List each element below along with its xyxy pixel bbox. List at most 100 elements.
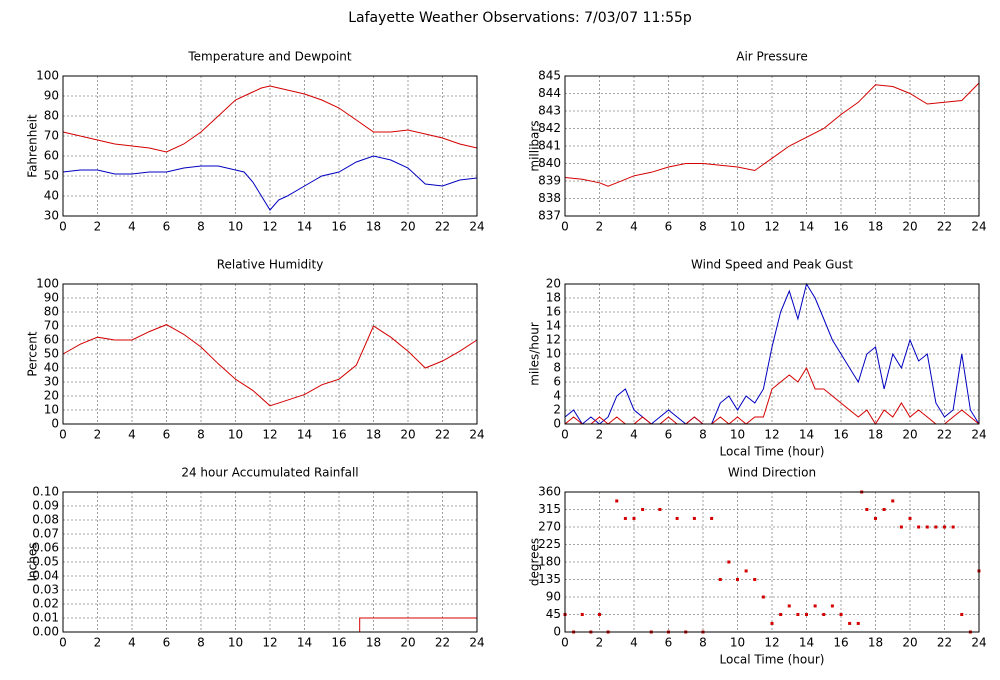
y-tick-label: 60 <box>44 333 59 347</box>
data-point <box>692 516 696 520</box>
data-point <box>632 516 636 520</box>
x-tick-label: 10 <box>730 428 745 442</box>
panel-title: Temperature and Dewpoint <box>187 50 352 64</box>
data-point <box>744 569 748 573</box>
x-tick-label: 20 <box>902 220 917 234</box>
x-tick-label: 22 <box>435 428 450 442</box>
y-tick-label: 10 <box>546 347 561 361</box>
x-tick-label: 12 <box>262 636 277 650</box>
data-point <box>882 508 886 511</box>
x-tick-label: 10 <box>730 220 745 234</box>
x-tick-label: 10 <box>730 636 745 650</box>
y-tick-label: 840 <box>538 156 561 170</box>
x-tick-label: 8 <box>699 220 707 234</box>
x-tick-label: 14 <box>799 220 814 234</box>
x-tick-label: 0 <box>59 636 67 650</box>
x-tick-label: 10 <box>228 428 243 442</box>
y-tick-label: 0.08 <box>32 513 59 527</box>
data-point <box>787 604 791 608</box>
x-tick-label: 2 <box>596 220 604 234</box>
data-point <box>753 578 757 581</box>
x-tick-label: 12 <box>262 220 277 234</box>
y-axis-label: millibars <box>528 120 542 171</box>
panel: Wind Speed and Peak Gust miles/hour Local … <box>528 258 987 459</box>
y-tick-label: 270 <box>538 520 561 534</box>
y-tick-label: 0.06 <box>32 541 59 555</box>
x-tick-label: 4 <box>630 636 638 650</box>
y-tick-label: 100 <box>36 277 59 291</box>
x-tick-label: 24 <box>469 220 484 234</box>
y-tick-label: 30 <box>44 375 59 389</box>
x-tick-label: 14 <box>799 428 814 442</box>
data-point <box>943 525 946 529</box>
y-axis-label: Fahrenheit <box>26 114 40 178</box>
data-point <box>917 525 921 529</box>
y-tick-label: 844 <box>538 86 561 100</box>
data-point <box>908 516 912 520</box>
data-point <box>710 516 714 520</box>
panel-title: Air Pressure <box>736 50 808 64</box>
y-tick-label: 0.02 <box>32 597 59 611</box>
y-tick-label: 845 <box>538 69 561 83</box>
y-tick-label: 841 <box>538 139 561 153</box>
data-point <box>796 613 800 616</box>
x-tick-label: 8 <box>197 220 205 234</box>
x-tick-label: 4 <box>630 220 638 234</box>
y-tick-label: 20 <box>44 389 59 403</box>
y-tick-label: 135 <box>538 572 561 586</box>
y-tick-label: 837 <box>538 209 561 223</box>
x-tick-label: 0 <box>561 428 569 442</box>
x-tick-label: 8 <box>197 428 205 442</box>
y-tick-label: 0.09 <box>32 499 59 513</box>
x-tick-label: 18 <box>366 220 381 234</box>
x-tick-label: 20 <box>400 636 415 650</box>
panel-title: Wind Direction <box>728 466 816 480</box>
y-tick-label: 100 <box>36 69 59 83</box>
y-tick-label: 360 <box>538 485 561 499</box>
data-point <box>813 604 817 608</box>
x-tick-label: 6 <box>163 220 171 234</box>
data-point <box>615 499 619 503</box>
panel: Temperature and DewpointFahrenheit304050… <box>26 50 485 234</box>
x-tick-label: 16 <box>331 636 346 650</box>
page-title: Lafayette Weather Observations: 7/03/07 … <box>348 10 692 26</box>
x-tick-label: 12 <box>764 428 779 442</box>
y-tick-label: 843 <box>538 104 561 118</box>
data-line <box>62 324 478 407</box>
x-tick-label: 24 <box>469 636 484 650</box>
data-point <box>623 516 627 520</box>
y-tick-label: 2 <box>553 403 561 417</box>
x-tick-label: 8 <box>197 636 205 650</box>
y-tick-label: 20 <box>546 277 561 291</box>
x-tick-label: 2 <box>596 636 604 650</box>
data-point <box>805 613 808 616</box>
y-tick-label: 225 <box>538 537 561 551</box>
y-tick-label: 60 <box>44 149 59 163</box>
x-tick-label: 20 <box>400 220 415 234</box>
x-tick-label: 24 <box>971 220 986 234</box>
y-tick-label: 0 <box>51 417 59 431</box>
y-tick-label: 4 <box>553 389 561 403</box>
x-tick-label: 14 <box>297 220 312 234</box>
data-point <box>658 508 662 511</box>
y-tick-label: 50 <box>44 169 59 183</box>
y-tick-label: 90 <box>44 89 59 103</box>
x-tick-label: 12 <box>764 220 779 234</box>
x-tick-label: 18 <box>366 428 381 442</box>
data-line <box>62 155 478 211</box>
y-tick-label: 0.00 <box>32 625 59 639</box>
x-tick-label: 16 <box>833 428 848 442</box>
data-point <box>899 525 903 529</box>
y-tick-label: 0.04 <box>32 569 59 583</box>
data-line <box>564 282 980 425</box>
data-line <box>62 85 478 153</box>
data-point <box>925 525 929 529</box>
x-tick-label: 8 <box>699 428 707 442</box>
data-point <box>736 578 739 581</box>
x-tick-label: 18 <box>868 636 883 650</box>
data-point <box>874 516 877 520</box>
x-tick-label: 24 <box>971 428 986 442</box>
data-point <box>779 613 783 616</box>
y-tick-label: 80 <box>44 109 59 123</box>
data-point <box>641 508 645 511</box>
